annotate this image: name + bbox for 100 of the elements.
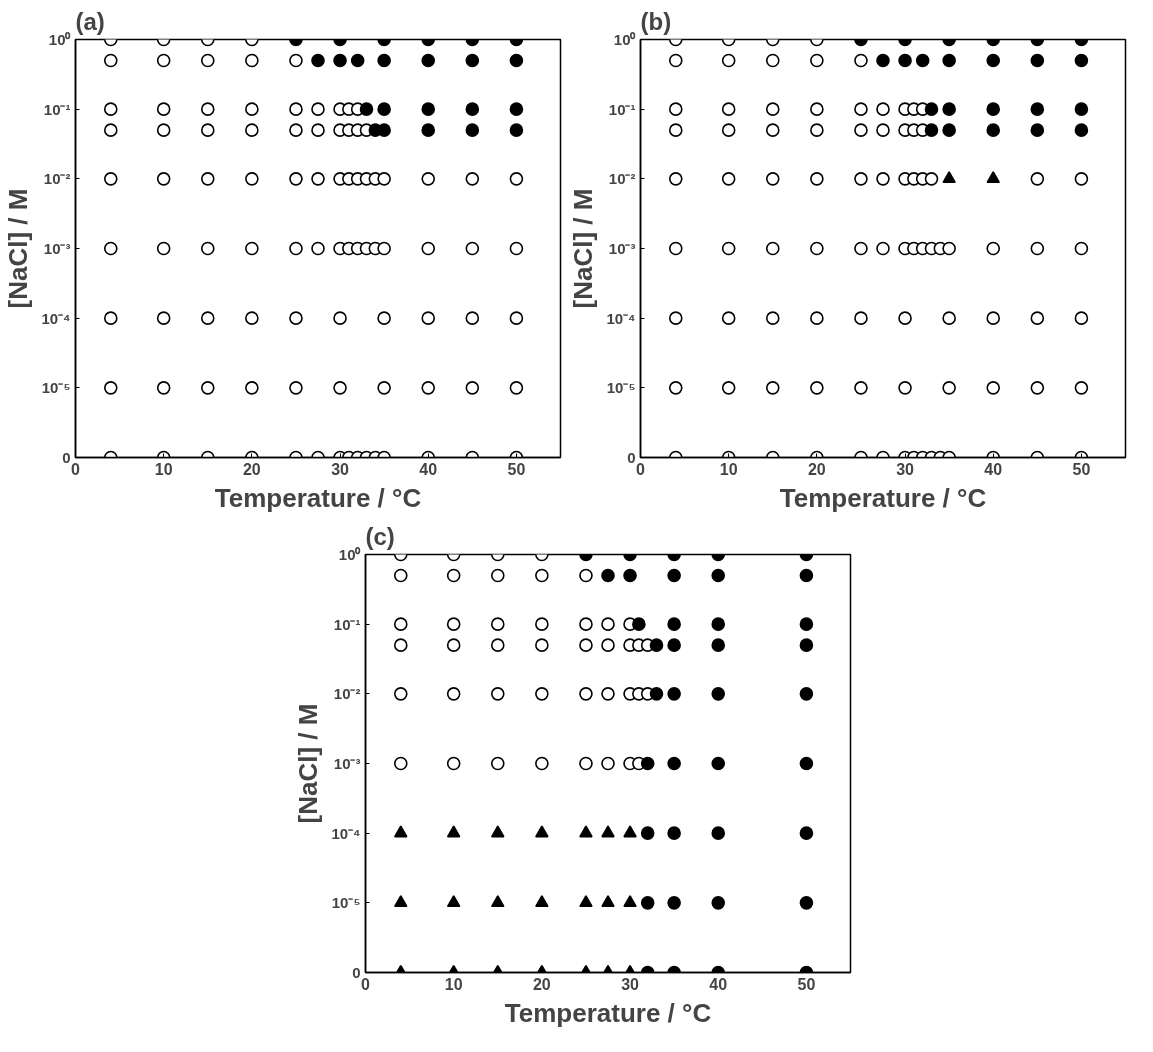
point (446, 687, 461, 701)
point (601, 638, 615, 652)
point (898, 53, 912, 68)
point (311, 53, 325, 68)
point (1074, 102, 1089, 116)
point (799, 617, 814, 631)
point (393, 895, 408, 908)
y-tick-label: 10⁻¹ (608, 100, 636, 118)
x-tick-label: 40 (984, 460, 1003, 478)
x-tick-label: 20 (807, 460, 826, 478)
x-tick-label: 50 (1072, 460, 1091, 478)
point (446, 568, 461, 583)
point (799, 896, 814, 910)
point (377, 123, 391, 137)
point (1074, 123, 1089, 137)
point (579, 638, 593, 652)
x-axis-title: Temperature / °C (779, 482, 987, 513)
point (509, 102, 524, 116)
point (393, 568, 408, 583)
point (601, 617, 615, 631)
point (446, 825, 461, 838)
point (942, 123, 956, 137)
point (579, 825, 593, 838)
point (667, 617, 681, 631)
point (601, 756, 615, 771)
point (446, 617, 461, 631)
y-tick-label: 10⁻⁴ (41, 309, 71, 327)
point (579, 756, 593, 771)
point (465, 102, 480, 116)
point (579, 568, 593, 583)
point (1030, 102, 1045, 116)
point (393, 617, 408, 631)
point (623, 825, 637, 838)
point (393, 687, 408, 701)
x-tick-label: 20 (242, 460, 261, 478)
x-tick-label: 20 (532, 975, 551, 993)
point (421, 102, 436, 116)
point (986, 102, 1001, 116)
point (799, 568, 814, 583)
point (667, 568, 681, 583)
point (601, 825, 615, 838)
point (649, 687, 664, 701)
point (986, 123, 1001, 137)
point (490, 687, 505, 701)
point (535, 756, 549, 771)
point (535, 825, 549, 838)
point (509, 123, 524, 137)
point (632, 617, 646, 631)
point (924, 123, 939, 137)
y-tick-label: 0 (352, 964, 361, 981)
y-tick-label: 10⁻³ (43, 240, 71, 257)
point (667, 896, 681, 910)
y-axis-title: [NaCl] / M (293, 703, 324, 824)
point (535, 638, 549, 652)
point (799, 687, 814, 701)
point (490, 638, 505, 652)
point (393, 638, 408, 652)
point (535, 568, 549, 583)
point (799, 826, 814, 840)
point (623, 568, 637, 583)
point (535, 687, 549, 701)
x-tick-label: 10 (444, 975, 463, 993)
point (490, 568, 505, 583)
point (924, 102, 939, 116)
point (535, 617, 549, 631)
x-tick-label: 30 (331, 460, 350, 478)
x-tick-label: 10 (154, 460, 173, 478)
point (490, 895, 505, 908)
point (446, 756, 461, 771)
point (640, 826, 655, 840)
point (986, 171, 1001, 184)
point (667, 756, 681, 771)
y-tick-label: 10⁻³ (333, 755, 361, 772)
point (465, 53, 480, 68)
point (579, 687, 593, 701)
chart-title: (c) (365, 522, 395, 550)
x-axis-title: Temperature / °C (504, 997, 712, 1028)
point (942, 171, 956, 184)
point (623, 895, 637, 908)
y-tick-label: 10⁻⁵ (41, 379, 71, 397)
point (601, 895, 615, 908)
point (986, 53, 1001, 68)
point (446, 638, 461, 652)
point (377, 53, 391, 68)
point (446, 895, 461, 908)
point (667, 826, 681, 840)
x-tick-label: 30 (621, 975, 640, 993)
y-tick-label: 10⁰ (48, 31, 72, 48)
point (711, 617, 726, 631)
y-axis-title: [NaCl] / M (568, 188, 599, 309)
point (393, 756, 408, 771)
point (640, 896, 655, 910)
point (359, 102, 374, 116)
point (377, 102, 391, 116)
x-tick-label: 50 (507, 460, 526, 478)
y-tick-label: 10⁻² (608, 170, 636, 188)
point (942, 102, 956, 116)
point (711, 568, 726, 583)
y-tick-label: 10⁰ (613, 31, 637, 48)
point (333, 53, 347, 68)
